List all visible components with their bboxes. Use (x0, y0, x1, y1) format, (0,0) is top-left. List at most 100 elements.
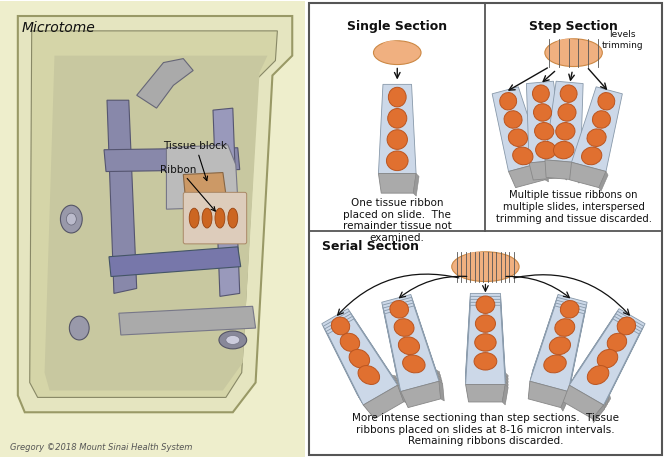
Text: Ribbon: Ribbon (161, 164, 215, 212)
Polygon shape (324, 312, 393, 397)
Polygon shape (466, 385, 505, 402)
Ellipse shape (70, 317, 89, 340)
Bar (309, 4, 662, 455)
Polygon shape (379, 85, 416, 174)
Polygon shape (400, 379, 440, 405)
Polygon shape (509, 163, 545, 188)
Polygon shape (383, 298, 437, 383)
Polygon shape (466, 302, 505, 382)
Ellipse shape (390, 301, 409, 319)
Ellipse shape (60, 206, 82, 234)
Text: Single Section: Single Section (347, 20, 448, 33)
Polygon shape (413, 174, 419, 196)
Polygon shape (466, 306, 505, 385)
Polygon shape (326, 317, 396, 403)
Polygon shape (561, 392, 570, 411)
Ellipse shape (545, 40, 602, 67)
Polygon shape (530, 306, 584, 392)
Ellipse shape (587, 129, 606, 147)
Polygon shape (137, 60, 193, 109)
Polygon shape (466, 373, 505, 390)
Polygon shape (569, 375, 610, 409)
Ellipse shape (340, 334, 360, 352)
Polygon shape (594, 403, 606, 420)
Polygon shape (527, 82, 565, 163)
Text: Step Section: Step Section (529, 20, 618, 33)
Ellipse shape (597, 350, 618, 368)
Polygon shape (383, 301, 438, 386)
Polygon shape (529, 161, 565, 181)
Ellipse shape (555, 123, 575, 140)
Polygon shape (545, 82, 583, 163)
Ellipse shape (403, 355, 425, 373)
Polygon shape (572, 314, 642, 400)
Polygon shape (563, 161, 567, 181)
Polygon shape (564, 380, 574, 400)
Ellipse shape (387, 130, 407, 150)
Polygon shape (466, 300, 505, 379)
Polygon shape (466, 379, 505, 396)
Polygon shape (399, 373, 438, 399)
Ellipse shape (394, 319, 414, 336)
Polygon shape (438, 376, 443, 395)
Polygon shape (382, 295, 436, 380)
Ellipse shape (226, 336, 240, 345)
Ellipse shape (500, 93, 517, 111)
Polygon shape (502, 373, 509, 393)
Ellipse shape (389, 88, 406, 108)
FancyBboxPatch shape (184, 193, 247, 244)
Polygon shape (528, 381, 568, 408)
Ellipse shape (533, 105, 551, 122)
Ellipse shape (535, 142, 556, 159)
Polygon shape (576, 309, 645, 395)
Ellipse shape (219, 331, 247, 349)
Ellipse shape (509, 129, 527, 147)
Polygon shape (466, 376, 505, 393)
Polygon shape (395, 380, 405, 398)
Polygon shape (325, 314, 395, 400)
Ellipse shape (513, 148, 533, 165)
Ellipse shape (399, 337, 419, 355)
Polygon shape (104, 148, 240, 172)
Polygon shape (439, 381, 444, 401)
Polygon shape (592, 405, 605, 423)
Polygon shape (357, 375, 398, 409)
Polygon shape (531, 373, 570, 399)
Ellipse shape (617, 318, 636, 335)
Ellipse shape (533, 86, 549, 103)
Polygon shape (362, 383, 402, 416)
Polygon shape (396, 383, 406, 400)
Ellipse shape (555, 319, 575, 336)
Polygon shape (598, 395, 610, 413)
Polygon shape (492, 88, 543, 172)
Text: Microtome: Microtome (22, 21, 96, 35)
Ellipse shape (553, 142, 574, 159)
Polygon shape (45, 56, 267, 391)
Polygon shape (466, 382, 505, 399)
Polygon shape (184, 173, 226, 197)
Polygon shape (545, 161, 580, 181)
Ellipse shape (607, 334, 626, 352)
Polygon shape (565, 383, 605, 416)
Polygon shape (29, 32, 277, 397)
Polygon shape (502, 382, 509, 402)
Polygon shape (166, 146, 238, 210)
Polygon shape (436, 370, 442, 390)
Polygon shape (466, 294, 505, 373)
Ellipse shape (544, 355, 566, 373)
Polygon shape (119, 307, 255, 335)
Polygon shape (563, 386, 604, 419)
Ellipse shape (331, 318, 350, 335)
Ellipse shape (476, 315, 495, 333)
Polygon shape (359, 378, 399, 411)
Polygon shape (597, 397, 609, 415)
Ellipse shape (388, 109, 407, 129)
Polygon shape (502, 379, 509, 399)
Text: Gregory ©2018 Mount Sinai Health System: Gregory ©2018 Mount Sinai Health System (10, 442, 192, 451)
Polygon shape (543, 163, 549, 183)
Ellipse shape (553, 40, 582, 56)
Ellipse shape (588, 366, 609, 385)
Polygon shape (576, 163, 583, 184)
Polygon shape (562, 386, 572, 406)
Text: Tissue block: Tissue block (163, 140, 227, 181)
